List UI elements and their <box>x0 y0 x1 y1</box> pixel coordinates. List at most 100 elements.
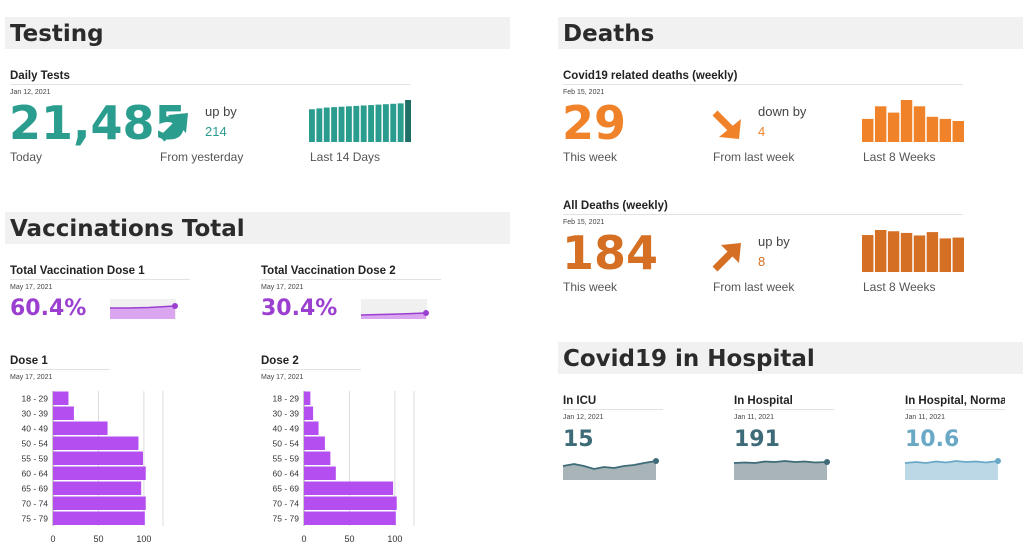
category-label: 65 - 69 <box>22 484 49 494</box>
dose1-age-bar-chart: 18 - 29 30 - 39 40 - 49 50 - 54 55 - 59 60 - … <box>22 391 164 544</box>
category-label: 70 - 74 <box>22 499 49 509</box>
icu-sparkline <box>562 458 659 480</box>
category-label: 50 - 54 <box>22 439 49 449</box>
daily-tests-value-label: Today <box>10 150 43 164</box>
arrow-up-right-icon <box>159 113 188 142</box>
category-label: 75 - 79 <box>22 514 49 524</box>
all-deaths-change-val: 8 <box>758 254 766 269</box>
daily-tests-date: Jan 12, 2021 <box>10 89 51 96</box>
bar <box>304 496 397 510</box>
bar <box>53 406 74 420</box>
spark-bar <box>939 238 952 272</box>
arrow-down-right-icon <box>712 110 741 139</box>
spark-bar <box>368 105 375 142</box>
category-label: 18 - 29 <box>22 394 49 404</box>
covid-deaths-change-val: 4 <box>758 124 766 139</box>
bar <box>304 406 314 420</box>
all-deaths-value-label: This week <box>563 280 618 294</box>
spark-bar <box>926 232 939 272</box>
vaccinations-section-header: Vaccinations Total <box>5 212 510 244</box>
spark-bar <box>952 121 964 142</box>
normal-sparkline <box>904 458 1001 480</box>
spark-bar <box>360 105 367 142</box>
category-label: 40 - 49 <box>22 424 49 434</box>
spark-bar <box>382 104 389 142</box>
testing-header-title: Testing <box>10 21 104 47</box>
icu-value: 15 <box>563 427 594 452</box>
all-deaths-value: 184 <box>562 226 659 280</box>
bar <box>53 391 69 405</box>
deaths-section-header: Deaths <box>558 17 1023 49</box>
bar <box>304 481 394 495</box>
daily-tests-spark-label: Last 14 Days <box>310 150 381 164</box>
spark-bar <box>887 112 900 142</box>
category-label: 60 - 64 <box>273 469 300 479</box>
spark-bar <box>353 105 360 142</box>
in-hospital-title: In Hospital <box>734 395 834 410</box>
category-label: 30 - 39 <box>22 409 49 419</box>
hospital-header-title: Covid19 in Hospital <box>563 346 815 372</box>
all-deaths-spark-label: Last 8 Weeks <box>863 280 936 294</box>
covid-deaths-value-label: This week <box>563 150 618 164</box>
spark-bar <box>900 232 913 272</box>
bar <box>304 451 331 465</box>
dose2-chart-title: Dose 2 <box>261 355 361 370</box>
all-deaths-change-label: From last week <box>713 280 795 294</box>
bar <box>53 511 145 525</box>
spark-bar <box>375 104 382 142</box>
spark-bar <box>331 107 338 142</box>
all-deaths-title: All Deaths (weekly) <box>563 200 963 215</box>
x-tick-label: 0 <box>50 534 55 544</box>
x-tick-label: 50 <box>344 534 354 544</box>
spark-bar <box>862 235 874 272</box>
category-label: 55 - 59 <box>22 454 49 464</box>
spark-bar <box>874 230 887 272</box>
arrow-up-right-icon <box>712 243 741 272</box>
normal-value: 10.6 <box>905 427 960 452</box>
category-label: 40 - 49 <box>273 424 300 434</box>
in-hospital-sparkline <box>733 459 830 480</box>
covid-deaths-title: Covid19 related deaths (weekly) <box>563 70 963 85</box>
category-label: 30 - 39 <box>273 409 300 419</box>
daily-tests-sparkbars <box>309 100 411 142</box>
covid-deaths-value: 29 <box>562 96 627 150</box>
spark-bar <box>900 100 913 142</box>
spark-bar <box>926 116 939 142</box>
covid-deaths-date: Feb 15, 2021 <box>563 89 605 96</box>
testing-section-header: Testing <box>5 17 510 49</box>
x-tick-label: 50 <box>93 534 103 544</box>
dose2-total-sparkline <box>360 299 429 319</box>
hospital-section-header: Covid19 in Hospital <box>558 342 1023 374</box>
all-deaths-sparkbars <box>862 230 964 272</box>
dose1-chart-title: Dose 1 <box>10 355 110 370</box>
covid-deaths-spark-label: Last 8 Weeks <box>863 150 936 164</box>
category-label: 75 - 79 <box>273 514 300 524</box>
bar <box>304 466 336 480</box>
covid-deaths-change-label: From last week <box>713 150 795 164</box>
dose1-total-value: 60.4% <box>10 296 87 321</box>
x-tick-label: 0 <box>301 534 306 544</box>
daily-tests-change-val: 214 <box>205 124 227 139</box>
dose2-total-date: May 17, 2021 <box>261 284 304 291</box>
deaths-header-title: Deaths <box>563 21 655 47</box>
category-label: 70 - 74 <box>273 499 300 509</box>
all-deaths-change-dir: up by <box>758 234 790 249</box>
bar <box>53 496 146 510</box>
spark-bar <box>862 118 874 142</box>
spark-bar <box>874 106 887 142</box>
bar <box>53 466 146 480</box>
vaccinations-header-title: Vaccinations Total <box>10 216 245 242</box>
bar <box>304 436 325 450</box>
dose1-total-date: May 17, 2021 <box>10 284 53 291</box>
icu-title: In ICU <box>563 395 663 410</box>
category-label: 60 - 64 <box>22 469 49 479</box>
spark-bar <box>338 106 345 142</box>
dose2-total-value: 30.4% <box>261 296 338 321</box>
daily-tests-change-label: From yesterday <box>160 150 244 164</box>
x-tick-label: 100 <box>387 534 402 544</box>
icu-date: Jan 12, 2021 <box>563 414 604 421</box>
category-label: 65 - 69 <box>273 484 300 494</box>
dose1-total-title: Total Vaccination Dose 1 <box>10 265 190 280</box>
category-label: 50 - 54 <box>273 439 300 449</box>
in-hospital-value: 191 <box>734 427 780 452</box>
